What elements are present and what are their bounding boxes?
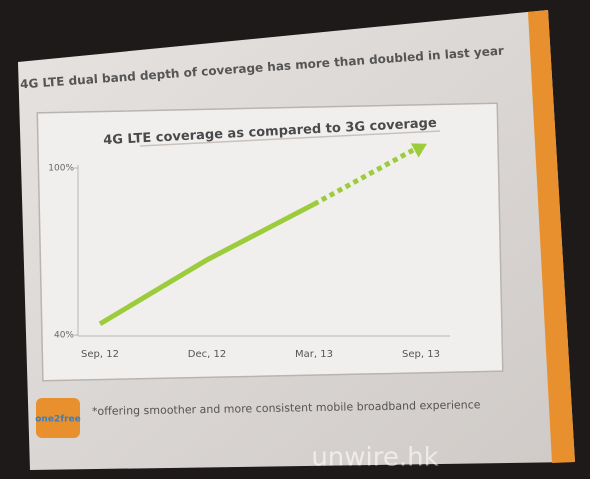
title-underline <box>139 130 441 147</box>
arrow-head <box>410 143 427 158</box>
line <box>98 201 316 327</box>
y-tick-label: 100% <box>48 164 74 174</box>
watermark: unwire.hk <box>311 443 438 473</box>
y-tick-label: 40% <box>54 331 74 341</box>
x-tick-label: Sep, 13 <box>402 349 440 360</box>
plot: 40% 100% Sep, 12 Dec, 12 Mar, 13 Sep, 13 <box>48 143 440 360</box>
chart-box <box>36 102 504 382</box>
x-tick-label: Dec, 12 <box>188 349 226 360</box>
line <box>312 143 423 207</box>
orange-strip <box>528 10 575 463</box>
x-tick-label: Mar, 13 <box>295 349 333 360</box>
x-tick-label: Sep, 12 <box>81 349 119 360</box>
logo-bg <box>36 398 80 438</box>
logo: one2free <box>35 415 81 425</box>
